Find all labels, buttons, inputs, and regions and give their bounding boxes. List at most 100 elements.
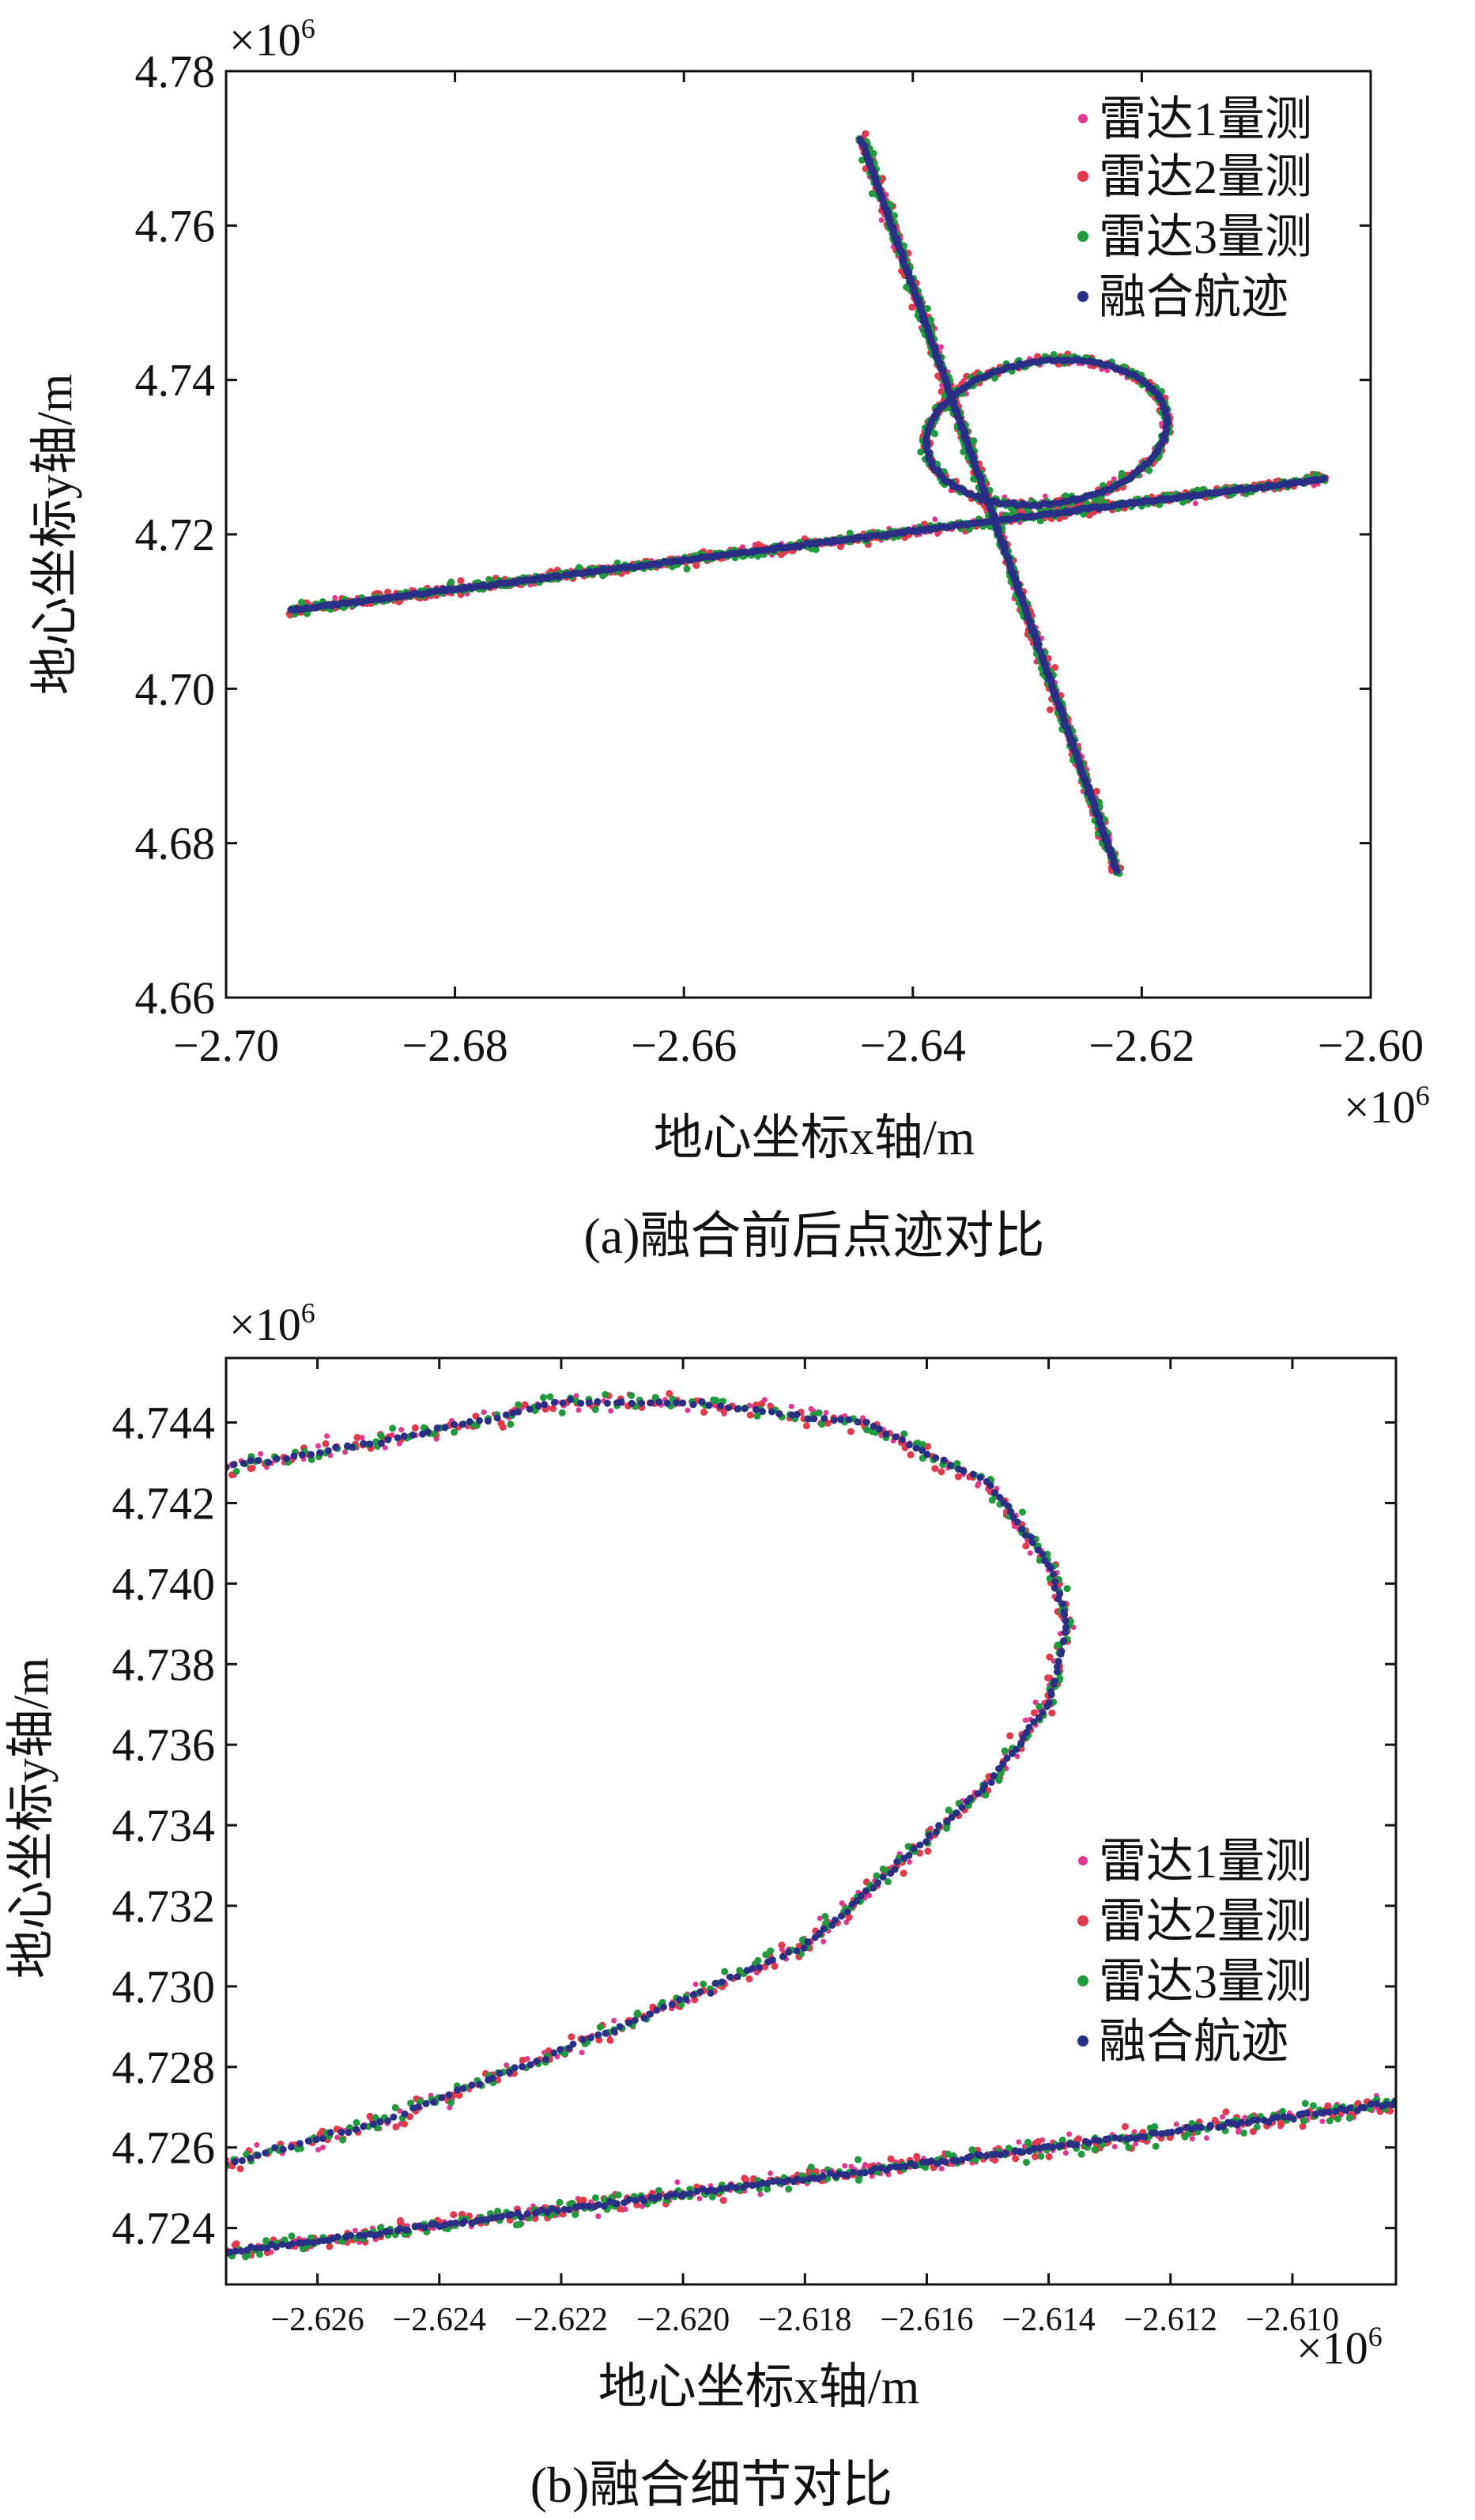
radar2-point <box>802 1422 810 1430</box>
radar1-point <box>622 2206 628 2213</box>
radar1-point <box>820 1938 827 1945</box>
radar1-point <box>823 1409 829 1416</box>
chart-a-points <box>285 130 1330 877</box>
radar1-point <box>359 1435 365 1441</box>
radar2-point <box>1047 706 1054 714</box>
radar1-point <box>839 1900 845 1907</box>
radar1-point <box>398 1427 405 1433</box>
y-tick-label: 4.78 <box>135 46 216 97</box>
y-tick-label: 4.74 <box>135 355 216 406</box>
radar2-point <box>862 130 870 138</box>
radar2-point <box>907 1451 915 1458</box>
radar1-point <box>1220 2114 1226 2120</box>
radar1-point <box>1016 2139 1022 2145</box>
radar2-point <box>1046 1653 1054 1661</box>
radar1-point <box>1062 2150 1069 2156</box>
radar3-point <box>1036 517 1044 525</box>
radar1-point <box>843 1919 850 1926</box>
radar2-point <box>1048 1709 1056 1717</box>
radar1-point <box>217 2249 222 2254</box>
radar1-point <box>595 2213 602 2220</box>
radar1-point <box>320 2145 326 2151</box>
radar2-point <box>900 1869 907 1877</box>
radar2-point <box>1031 1709 1038 1717</box>
radar3-point <box>927 316 934 324</box>
radar2-point <box>746 1411 754 1419</box>
legend-a-radar2-label: 雷达2量测 <box>1099 151 1312 203</box>
radar3-point <box>485 575 493 583</box>
radar1-point <box>1189 2136 1195 2142</box>
fused-track-point <box>1113 867 1121 875</box>
radar3-point <box>575 564 583 572</box>
radar1-point <box>481 1409 487 1416</box>
fused-track-point <box>1164 419 1172 427</box>
x-tick-label: −2.60 <box>1318 1020 1424 1071</box>
radar3-point <box>1145 466 1153 474</box>
radar2-point <box>384 588 391 596</box>
radar3-point <box>447 578 455 586</box>
radar1-point <box>1111 2144 1118 2150</box>
radar2-point <box>499 1423 507 1431</box>
legend-a-radar2-marker <box>1077 171 1088 182</box>
radar1-point <box>447 2104 453 2111</box>
y-tick-label: 4.70 <box>135 663 216 715</box>
chart-a-x-exponent: ×106 <box>1344 1080 1430 1133</box>
radar1-point <box>608 1408 614 1414</box>
radar1-point <box>1404 2103 1409 2108</box>
fused-track-point <box>555 573 563 581</box>
radar1-point <box>768 2170 774 2176</box>
radar1-point <box>504 2062 510 2069</box>
radar1-point <box>938 2166 945 2171</box>
y-tick-label: 4.68 <box>135 818 216 870</box>
radar1-point <box>866 1892 873 1899</box>
radar1-point <box>696 2195 703 2201</box>
radar3-point <box>683 565 691 573</box>
radar2-point <box>666 1390 673 1398</box>
radar1-point <box>1066 2131 1073 2137</box>
radar1-point <box>332 594 338 601</box>
radar1-point <box>1032 1699 1039 1705</box>
radar1-point <box>382 1445 388 1451</box>
radar1-point <box>1133 2141 1139 2147</box>
radar2-point <box>521 1401 529 1409</box>
chart-a-x-exponent-base: ×10 <box>1344 1081 1416 1133</box>
radar1-point <box>788 1403 794 1409</box>
radar2-point <box>845 1914 853 1922</box>
chart-a: −2.70 −2.68 −2.66 −2.64 −2.62 −2.604.664.684.… <box>28 13 1430 1264</box>
chart-a-caption: (a)融合前后点迹对比 <box>583 1208 1044 1264</box>
radar1-point <box>692 1981 699 1987</box>
radar1-point <box>1014 1753 1020 1760</box>
radar2-point <box>353 1434 361 1441</box>
radar1-point <box>817 1915 823 1922</box>
x-tick-label: −2.64 <box>860 1020 966 1071</box>
radar2-point <box>924 1847 932 1855</box>
radar1-point <box>1042 493 1048 500</box>
radar2-point <box>1092 787 1100 795</box>
radar2-point <box>758 1400 766 1408</box>
y-tick-label: 4.72 <box>135 509 216 560</box>
radar1-point <box>1192 500 1198 507</box>
radar2-point <box>847 1428 854 1435</box>
radar1-point <box>1022 1717 1028 1723</box>
radar1-point <box>611 2017 617 2024</box>
x-tick-label: −2.68 <box>402 1020 507 1071</box>
radar1-point <box>639 2203 645 2209</box>
chart-a-y-exponent: ×106 <box>229 13 315 66</box>
radar2-point <box>931 1465 939 1473</box>
x-tick-label: −2.62 <box>1088 1020 1194 1071</box>
radar2-point <box>248 1464 256 1472</box>
radar2-point <box>771 1963 779 1970</box>
legend-a-fused-label: 融合航迹 <box>1099 271 1288 323</box>
radar1-point <box>674 2179 681 2186</box>
radar1-point <box>1319 2118 1326 2125</box>
radar2-point <box>1051 664 1058 671</box>
radar2-point <box>745 1975 753 1982</box>
x-tick-label: −2.66 <box>631 1020 737 1071</box>
radar2-point <box>778 1941 786 1949</box>
radar3-point <box>870 149 877 157</box>
radar1-point <box>397 2108 403 2114</box>
y-tick-label: 4.76 <box>135 200 216 251</box>
radar1-point <box>685 1407 691 1413</box>
radar1-point <box>324 1433 330 1439</box>
